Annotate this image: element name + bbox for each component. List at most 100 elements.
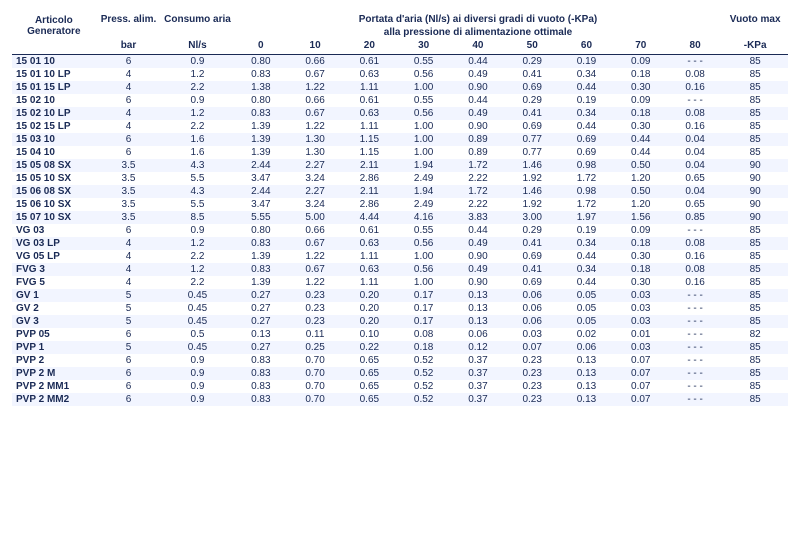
cell-value: 0.13	[559, 393, 613, 406]
cell-value: 1.72	[451, 185, 505, 198]
cell-value: 0.41	[505, 237, 559, 250]
cell-value: 4	[96, 263, 162, 276]
cell-articolo: 15 01 10	[12, 55, 96, 69]
hdr-consumo: Consumo aria	[161, 12, 233, 26]
cell-value: 3.5	[96, 159, 162, 172]
cell-value: 1.92	[505, 198, 559, 211]
cell-value: 0.69	[505, 120, 559, 133]
cell-value: 0.01	[614, 328, 668, 341]
cell-value: 0.70	[288, 354, 342, 367]
cell-value: 0.16	[668, 250, 722, 263]
cell-value: 0.16	[668, 81, 722, 94]
cell-value: 2.86	[342, 198, 396, 211]
cell-value: 5	[96, 302, 162, 315]
cell-value: 0.45	[161, 315, 233, 328]
cell-value: 1.30	[288, 133, 342, 146]
cell-value: 0.06	[505, 289, 559, 302]
cell-value: 0.80	[234, 94, 288, 107]
cell-articolo: 15 01 15 LP	[12, 81, 96, 94]
cell-value: 0.80	[234, 55, 288, 69]
cell-value: 0.18	[614, 237, 668, 250]
cell-value: 0.09	[614, 55, 668, 69]
cell-value: 0.83	[234, 354, 288, 367]
cell-value: 0.05	[559, 315, 613, 328]
cell-articolo: PVP 05	[12, 328, 96, 341]
cell-value: 0.77	[505, 146, 559, 159]
cell-value: 0.90	[451, 250, 505, 263]
cell-value: 1.97	[559, 211, 613, 224]
cell-value: 0.07	[505, 341, 559, 354]
cell-value: 1.30	[288, 146, 342, 159]
cell-value: 1.39	[234, 133, 288, 146]
cell-value: 0.65	[668, 172, 722, 185]
cell-articolo: 15 06 10 SX	[12, 198, 96, 211]
table-row: 15 01 15 LP42.21.381.221.111.000.900.690…	[12, 81, 788, 94]
cell-value: 1.46	[505, 159, 559, 172]
cell-value: 0.65	[668, 198, 722, 211]
cell-value: 0.19	[559, 224, 613, 237]
cell-value: 85	[722, 341, 788, 354]
cell-value: 0.44	[451, 55, 505, 69]
cell-value: 0.9	[161, 380, 233, 393]
cell-value: 0.04	[668, 133, 722, 146]
cell-value: 0.23	[505, 380, 559, 393]
cell-articolo: GV 3	[12, 315, 96, 328]
cell-value: 0.56	[397, 107, 451, 120]
cell-value: - - -	[668, 328, 722, 341]
cell-value: 0.44	[559, 81, 613, 94]
cell-value: 4	[96, 81, 162, 94]
hdr-p20: 20	[342, 39, 396, 55]
cell-value: 6	[96, 146, 162, 159]
cell-value: 85	[722, 393, 788, 406]
cell-value: 1.22	[288, 250, 342, 263]
cell-value: 0.37	[451, 380, 505, 393]
cell-value: - - -	[668, 367, 722, 380]
cell-articolo: VG 05 LP	[12, 250, 96, 263]
table-row: 15 01 10 LP41.20.830.670.630.560.490.410…	[12, 68, 788, 81]
cell-value: 4	[96, 250, 162, 263]
table-row: 15 02 10 LP41.20.830.670.630.560.490.410…	[12, 107, 788, 120]
table-row: VG 05 LP42.21.391.221.111.000.900.690.44…	[12, 250, 788, 263]
cell-value: 0.13	[559, 367, 613, 380]
cell-value: 0.83	[234, 68, 288, 81]
cell-value: 6	[96, 133, 162, 146]
cell-articolo: FVG 5	[12, 276, 96, 289]
cell-value: 0.17	[397, 302, 451, 315]
cell-value: 0.52	[397, 380, 451, 393]
cell-value: 0.27	[234, 341, 288, 354]
cell-value: - - -	[668, 289, 722, 302]
cell-value: 0.23	[288, 289, 342, 302]
cell-value: 1.39	[234, 146, 288, 159]
cell-value: 0.07	[614, 367, 668, 380]
hdr-p70: 70	[614, 39, 668, 55]
hdr-consumo-unit: Nl/s	[161, 39, 233, 55]
table-row: PVP 0560.50.130.110.100.080.060.030.020.…	[12, 328, 788, 341]
cell-value: 1.00	[397, 81, 451, 94]
cell-value: 1.00	[397, 250, 451, 263]
cell-value: 6	[96, 380, 162, 393]
cell-value: 85	[722, 302, 788, 315]
cell-value: 1.46	[505, 185, 559, 198]
cell-value: 1.72	[559, 198, 613, 211]
cell-value: - - -	[668, 393, 722, 406]
cell-value: 0.83	[234, 393, 288, 406]
hdr-portata-l2: alla pressione di alimentazione ottimale	[234, 26, 723, 39]
cell-value: 0.03	[614, 302, 668, 315]
cell-value: 0.17	[397, 289, 451, 302]
cell-value: 0.12	[451, 341, 505, 354]
cell-value: 0.18	[614, 263, 668, 276]
cell-value: 1.00	[397, 120, 451, 133]
cell-value: 0.85	[668, 211, 722, 224]
cell-value: 6	[96, 393, 162, 406]
cell-value: 1.15	[342, 146, 396, 159]
cell-value: 0.04	[668, 159, 722, 172]
cell-articolo: VG 03	[12, 224, 96, 237]
cell-articolo: 15 01 10 LP	[12, 68, 96, 81]
cell-value: 0.83	[234, 380, 288, 393]
cell-value: 5.55	[234, 211, 288, 224]
cell-articolo: 15 02 10 LP	[12, 107, 96, 120]
cell-value: 1.2	[161, 263, 233, 276]
cell-value: 0.05	[559, 289, 613, 302]
cell-value: 0.06	[505, 302, 559, 315]
table-row: PVP 2 MM160.90.830.700.650.520.370.230.1…	[12, 380, 788, 393]
